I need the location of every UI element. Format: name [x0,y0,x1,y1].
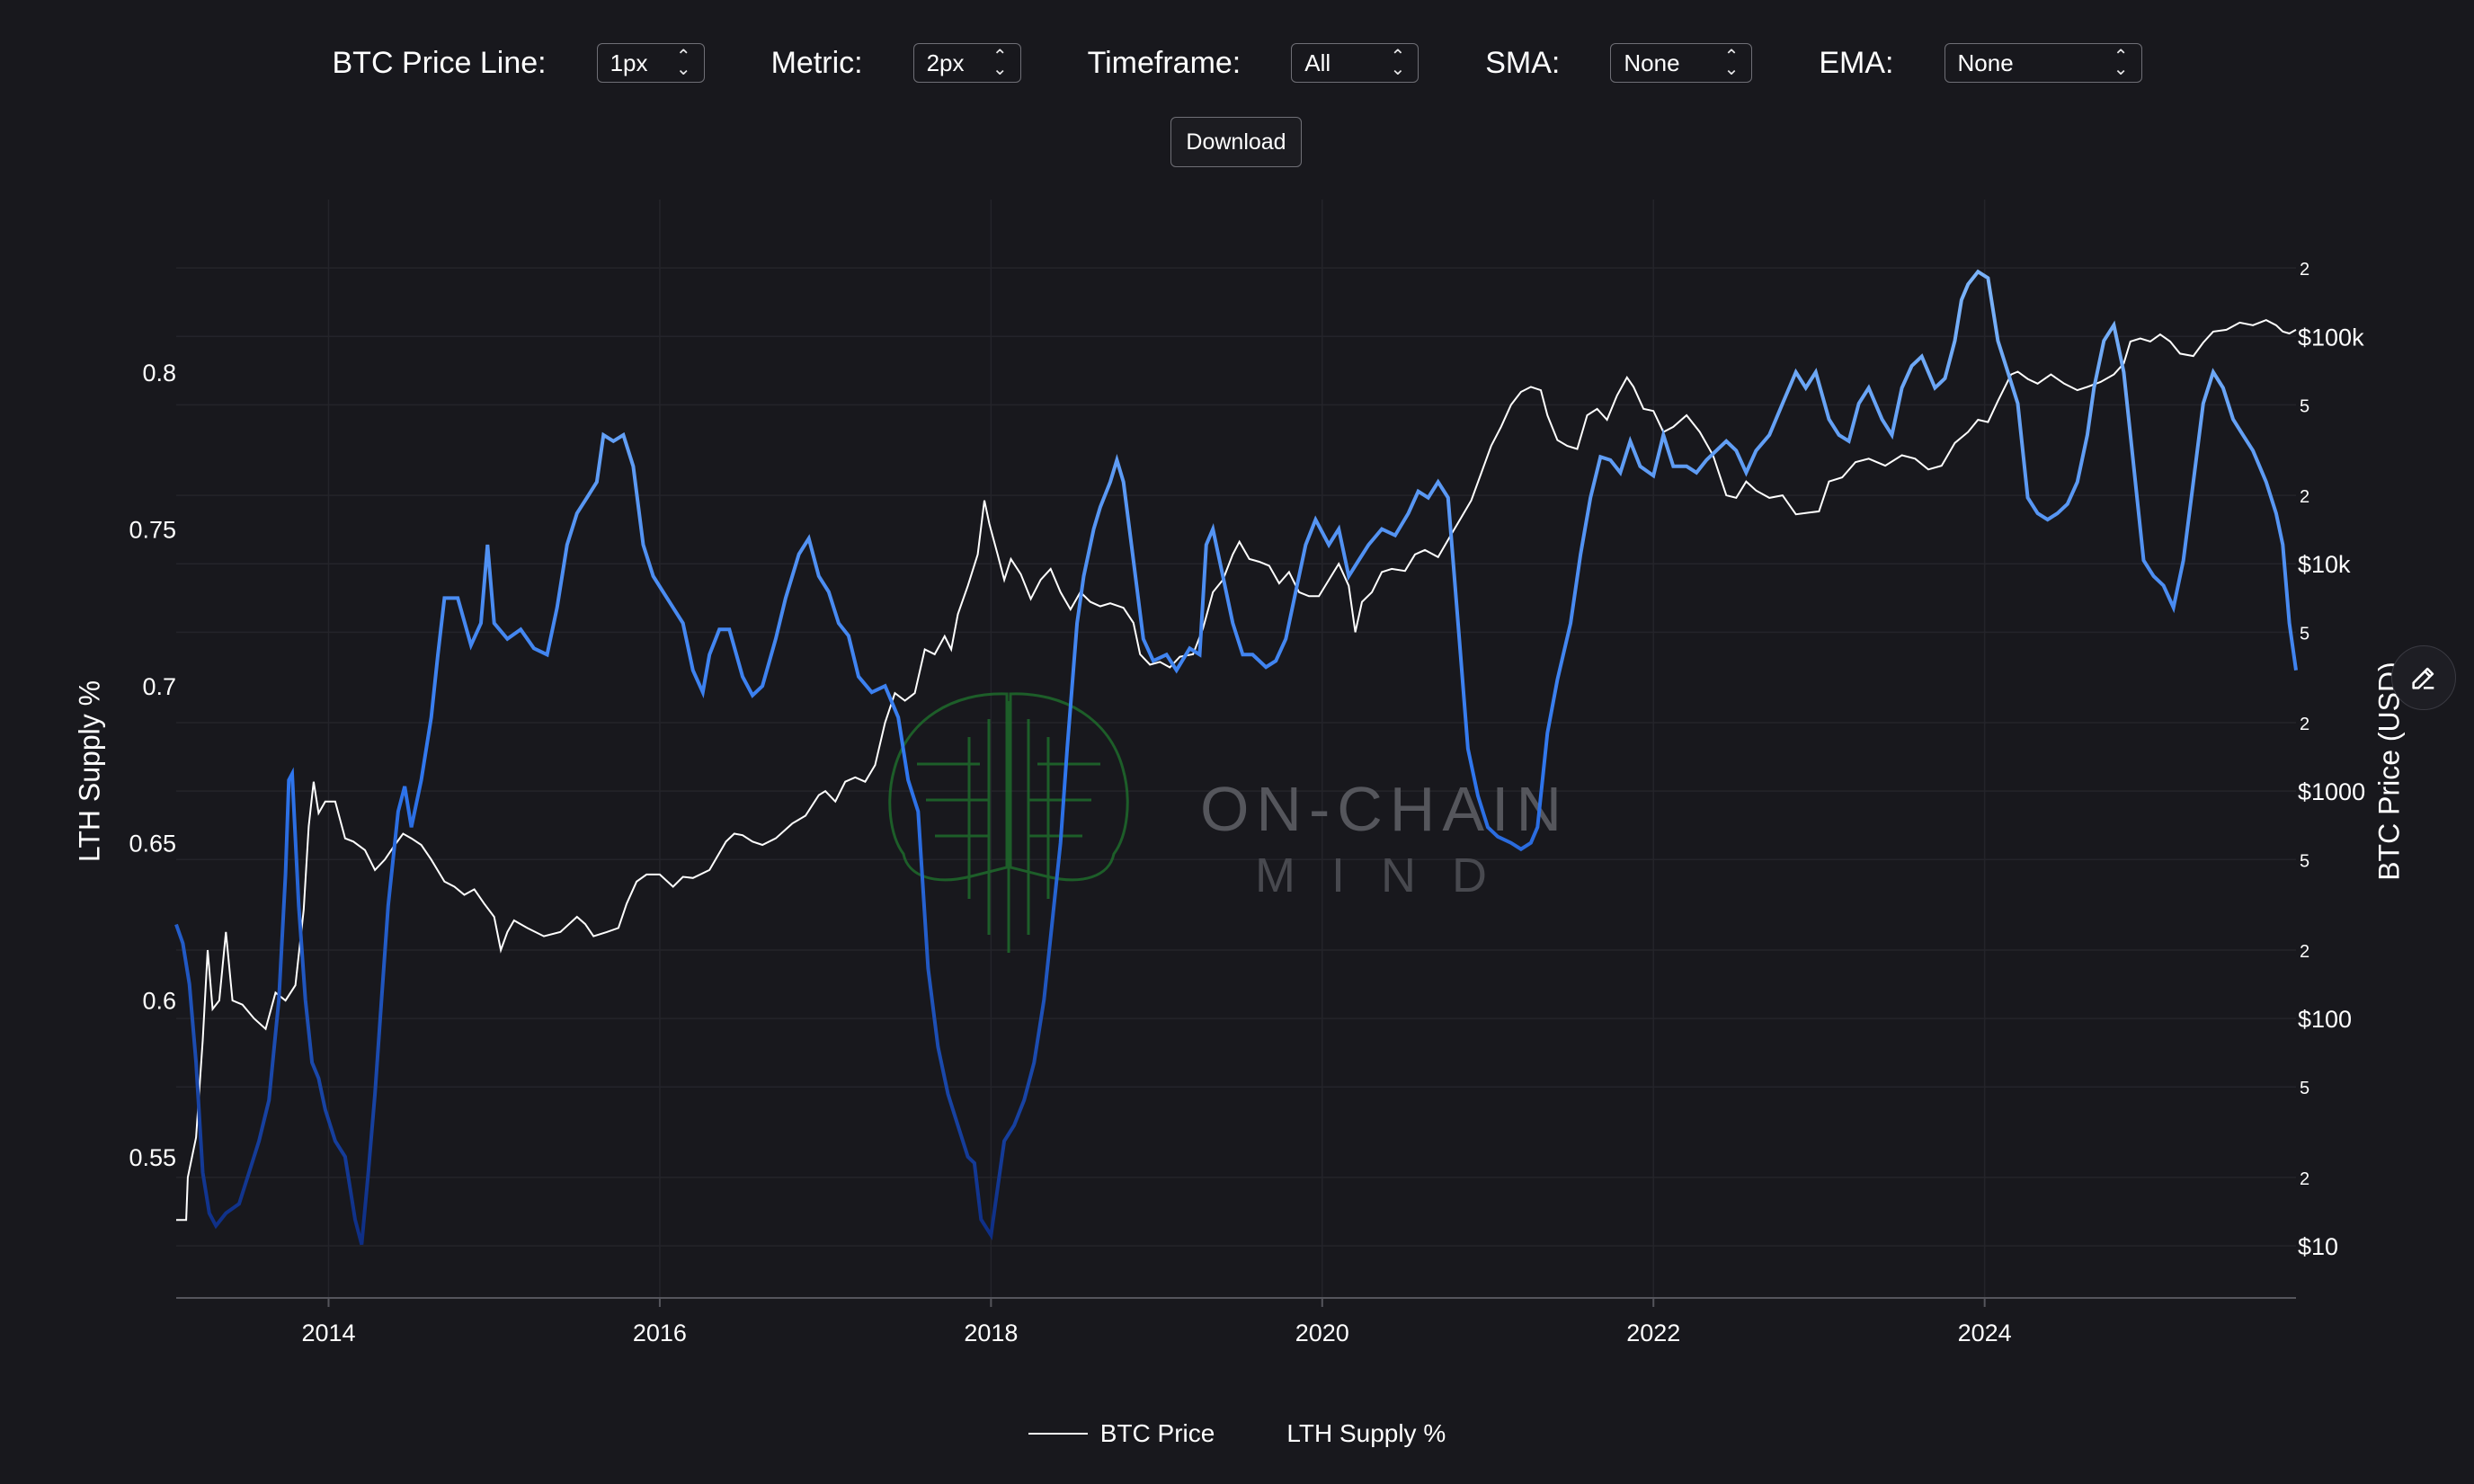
control-label: BTC Price Line: [332,45,547,80]
x-tick-label: 2022 [1626,1320,1680,1346]
watermark-line-2: MIND [1255,849,1523,902]
legend-label-lth-supply: LTH Supply % [1286,1419,1446,1447]
btc-price-line [176,319,2297,1222]
legend-item-lth-supply[interactable]: LTH Supply % [1286,1419,1446,1448]
control-select-value: None [1624,49,1680,76]
y-right-minor-tick-label: 5 [2300,624,2309,644]
control-select[interactable]: None ⌃ ⌄ [1944,43,2142,83]
chevron-up-down-icon: ⌃ ⌄ [992,47,1008,79]
legend-item-btc-price[interactable]: BTC Price [1028,1419,1215,1448]
chevron-up-down-icon: ⌃ ⌄ [1390,47,1406,79]
control-label: Timeframe: [1087,45,1241,80]
y-right-minor-tick-label: 2 [2300,260,2309,280]
control-select[interactable]: None ⌃ ⌄ [1610,43,1753,83]
control-3: SMA: None ⌃ ⌄ [1485,43,1753,83]
y-right-minor-tick-label: 2 [2300,1169,2309,1189]
y-left-tick-label: 0.55 [129,1144,176,1171]
chevron-up-down-icon: ⌃ ⌄ [675,47,691,79]
y-right-minor-tick-label: 5 [2300,396,2309,416]
pencil-icon [2412,667,2434,689]
y-left-tick-label: 0.6 [142,987,176,1014]
control-2: Timeframe: All ⌃ ⌄ [1088,43,1419,83]
chart-legend: BTC Price LTH Supply % [0,1414,2474,1453]
control-select[interactable]: 1px ⌃ ⌄ [596,43,705,83]
chevron-up-down-icon: ⌃ ⌄ [2113,47,2129,79]
y-left-tick-label: 0.75 [129,517,176,544]
control-select-value: 1px [610,49,648,76]
x-tick-label: 2018 [964,1320,1018,1346]
y-right-minor-tick-label: 2 [2300,715,2309,734]
control-label: Metric: [770,45,863,80]
y-right-minor-tick-label: 5 [2300,1079,2309,1098]
y-left-tick-label: 0.7 [142,673,176,700]
control-label: EMA: [1819,45,1894,80]
y-left-tick-label: 0.8 [142,360,176,387]
x-tick-label: 2020 [1295,1320,1349,1346]
y-right-minor-tick-label: 5 [2300,851,2309,871]
control-select-value: 2px [926,49,965,76]
lth-supply-line [174,269,2298,1246]
x-tick-label: 2024 [1958,1320,2012,1346]
y-right-major-tick-label: $10 [2298,1233,2338,1260]
grid-lines [176,200,2296,1298]
y-right-major-tick-label: $100 [2298,1006,2352,1033]
control-0: BTC Price Line: 1px ⌃ ⌄ [333,43,705,83]
watermark: ON-CHAIN MIND [888,692,1569,953]
download-button[interactable]: Download [1170,117,1302,167]
y-right-major-tick-label: $1000 [2298,778,2365,805]
y-right-major-tick-label: $10k [2298,551,2351,578]
watermark-line-1: ON-CHAIN [1200,774,1569,844]
control-label: SMA: [1485,45,1561,80]
y-right-minor-tick-label: 2 [2300,487,2309,507]
control-select-value: All [1304,49,1331,76]
control-select[interactable]: 2px ⌃ ⌄ [912,43,1021,83]
control-4: EMA: None ⌃ ⌄ [1819,43,2142,83]
legend-swatch-btc-price [1028,1433,1088,1435]
chevron-up-down-icon: ⌃ ⌄ [1723,47,1740,79]
chart-controls: BTC Price Line: 1px ⌃ ⌄ Metric: 2px ⌃ ⌄ Timefram… [0,36,2474,90]
x-tick-label: 2014 [301,1320,355,1346]
legend-label-btc-price: BTC Price [1099,1419,1215,1447]
control-select-value: None [1957,49,2014,76]
brain-logo-icon [888,692,1129,953]
y-right-major-tick-label: $100k [2298,324,2364,351]
control-1: Metric: 2px ⌃ ⌄ [771,43,1021,83]
x-tick-label: 2016 [633,1320,687,1346]
y-left-tick-label: 0.65 [129,831,176,858]
edit-button[interactable] [2391,645,2456,710]
y-right-minor-tick-label: 2 [2300,942,2309,962]
control-select[interactable]: All ⌃ ⌄ [1291,43,1419,83]
